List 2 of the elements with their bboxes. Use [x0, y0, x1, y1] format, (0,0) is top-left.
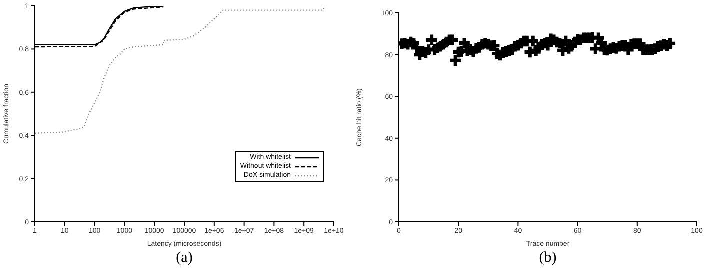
text: (a) — [175, 250, 194, 267]
text: (b) — [538, 250, 558, 267]
